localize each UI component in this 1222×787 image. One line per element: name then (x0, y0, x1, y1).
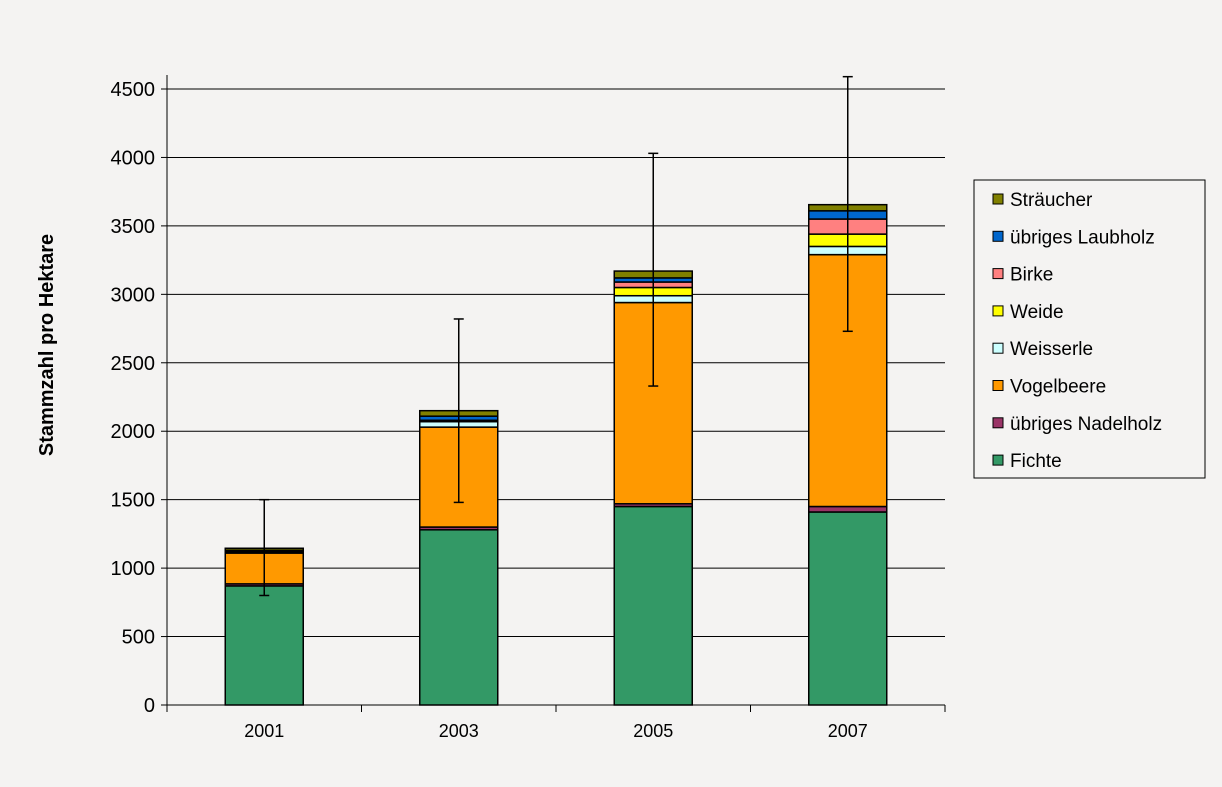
y-tick-label: 2500 (111, 353, 156, 375)
error-bar-2001 (259, 498, 270, 597)
legend-item-weisserle: Weisserle (992, 339, 1093, 360)
legend-label: Weisserle (1010, 339, 1093, 360)
legend-item-birke: Birke (992, 265, 1053, 286)
y-tick-label: 500 (122, 627, 155, 649)
legend-swatch (992, 193, 1004, 205)
legend-label: Sträucher (1010, 190, 1093, 211)
legend-item-fichte: Fichte (992, 451, 1062, 472)
legend-item-uebriges-laubholz: übriges Laubholz (992, 227, 1155, 248)
x-tick-label: 2007 (828, 721, 868, 741)
y-tick-label: 0 (144, 695, 155, 717)
x-tick-label: 2003 (439, 721, 479, 741)
bar-2001-fichte (224, 585, 304, 706)
legend-swatch (992, 417, 1004, 429)
legend-label: Vogelbeere (1010, 377, 1106, 398)
legend-item-uebriges-nadelholz: übriges Nadelholz (992, 414, 1162, 435)
legend-label: übriges Nadelholz (1010, 414, 1162, 435)
legend-swatch (992, 380, 1004, 391)
legend-box (973, 179, 1206, 479)
y-tick-label: 3500 (111, 216, 156, 238)
y-axis-title: Stammzahl pro Hektare (36, 234, 58, 456)
y-tick-label: 4000 (111, 147, 156, 169)
y-tick-label: 1500 (111, 490, 156, 512)
x-tick-label: 2005 (633, 721, 673, 741)
error-bars (259, 75, 853, 597)
legend-swatch (992, 342, 1004, 354)
y-tick-label: 2000 (111, 421, 156, 443)
error-bar-2005 (648, 152, 659, 387)
legend-label: Birke (1010, 265, 1053, 286)
x-tick-label: 2001 (244, 721, 284, 741)
y-tick-label: 1000 (111, 558, 156, 580)
y-tick-label: 3000 (111, 284, 156, 306)
bar-2005-fichte (613, 505, 693, 706)
legend-item-weide: Weide (992, 302, 1064, 323)
legend-swatch (992, 305, 1004, 317)
bar-2003-fichte (419, 529, 499, 706)
legend-swatch (992, 230, 1004, 242)
legend-label: Fichte (1010, 451, 1062, 472)
y-tick-label: 4500 (111, 79, 156, 101)
legend-item-straeucher: Sträucher (992, 190, 1093, 211)
legend-item-vogelbeere: Vogelbeere (992, 377, 1106, 398)
legend-swatch (992, 268, 1004, 280)
legend-label: übriges Laubholz (1010, 227, 1155, 248)
legend-label: Weide (1010, 302, 1064, 323)
legend-swatch (992, 454, 1004, 466)
bar-2007-uebriges-nadelholz (808, 505, 888, 513)
legend: Sträucher übriges Laubholz Birke Weide Weiss… (973, 179, 1206, 479)
axis-labels: 0 500 1000 1500 2000 2500 3000 3500 4000 4500 2001… (36, 79, 868, 741)
error-bar-2003 (453, 318, 464, 504)
bar-2007-fichte (808, 511, 888, 706)
error-bar-2007 (842, 75, 853, 333)
bars (224, 203, 888, 706)
